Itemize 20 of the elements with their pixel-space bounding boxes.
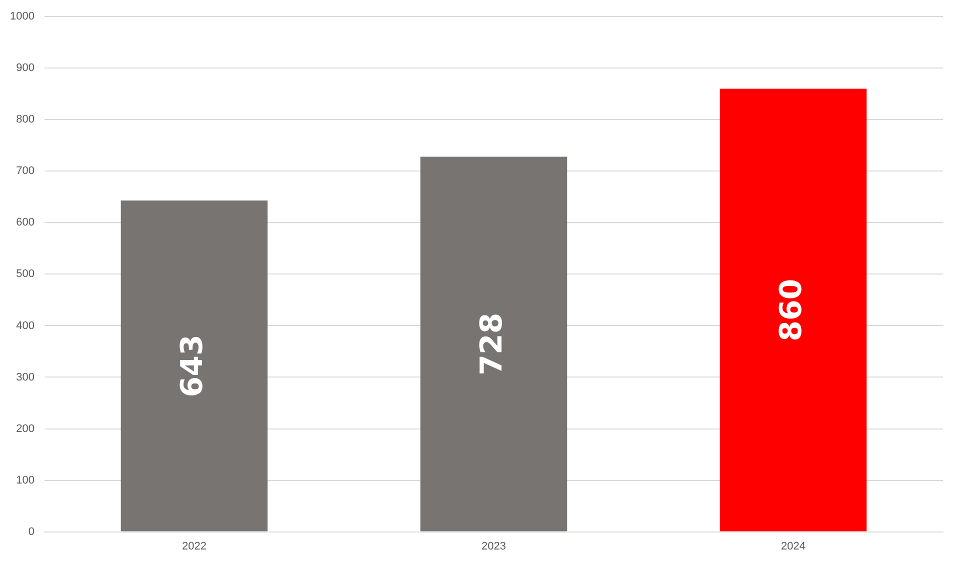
y-tick-label: 1000	[10, 10, 34, 23]
y-tick-label: 800	[16, 114, 34, 126]
data-label: 728	[474, 312, 510, 376]
y-tick-label: 0	[28, 526, 34, 538]
y-tick-label: 700	[16, 165, 34, 178]
bar	[720, 88, 867, 532]
x-tick-label: 2024	[781, 540, 806, 552]
y-tick-label: 900	[16, 62, 34, 74]
y-tick-label: 100	[16, 474, 34, 486]
y-tick-label: 200	[16, 422, 34, 435]
bar	[420, 156, 568, 532]
data-label: 643	[175, 334, 210, 398]
y-tick-label: 500	[16, 268, 34, 280]
y-tick-label: 300	[16, 371, 34, 384]
x-tick-label: 2022	[182, 540, 206, 552]
y-tick-label: 400	[16, 320, 34, 332]
y-tick-label: 600	[16, 216, 34, 229]
bar	[120, 200, 268, 532]
x-tick-label: 2023	[481, 540, 506, 552]
data-label: 860	[774, 278, 810, 342]
